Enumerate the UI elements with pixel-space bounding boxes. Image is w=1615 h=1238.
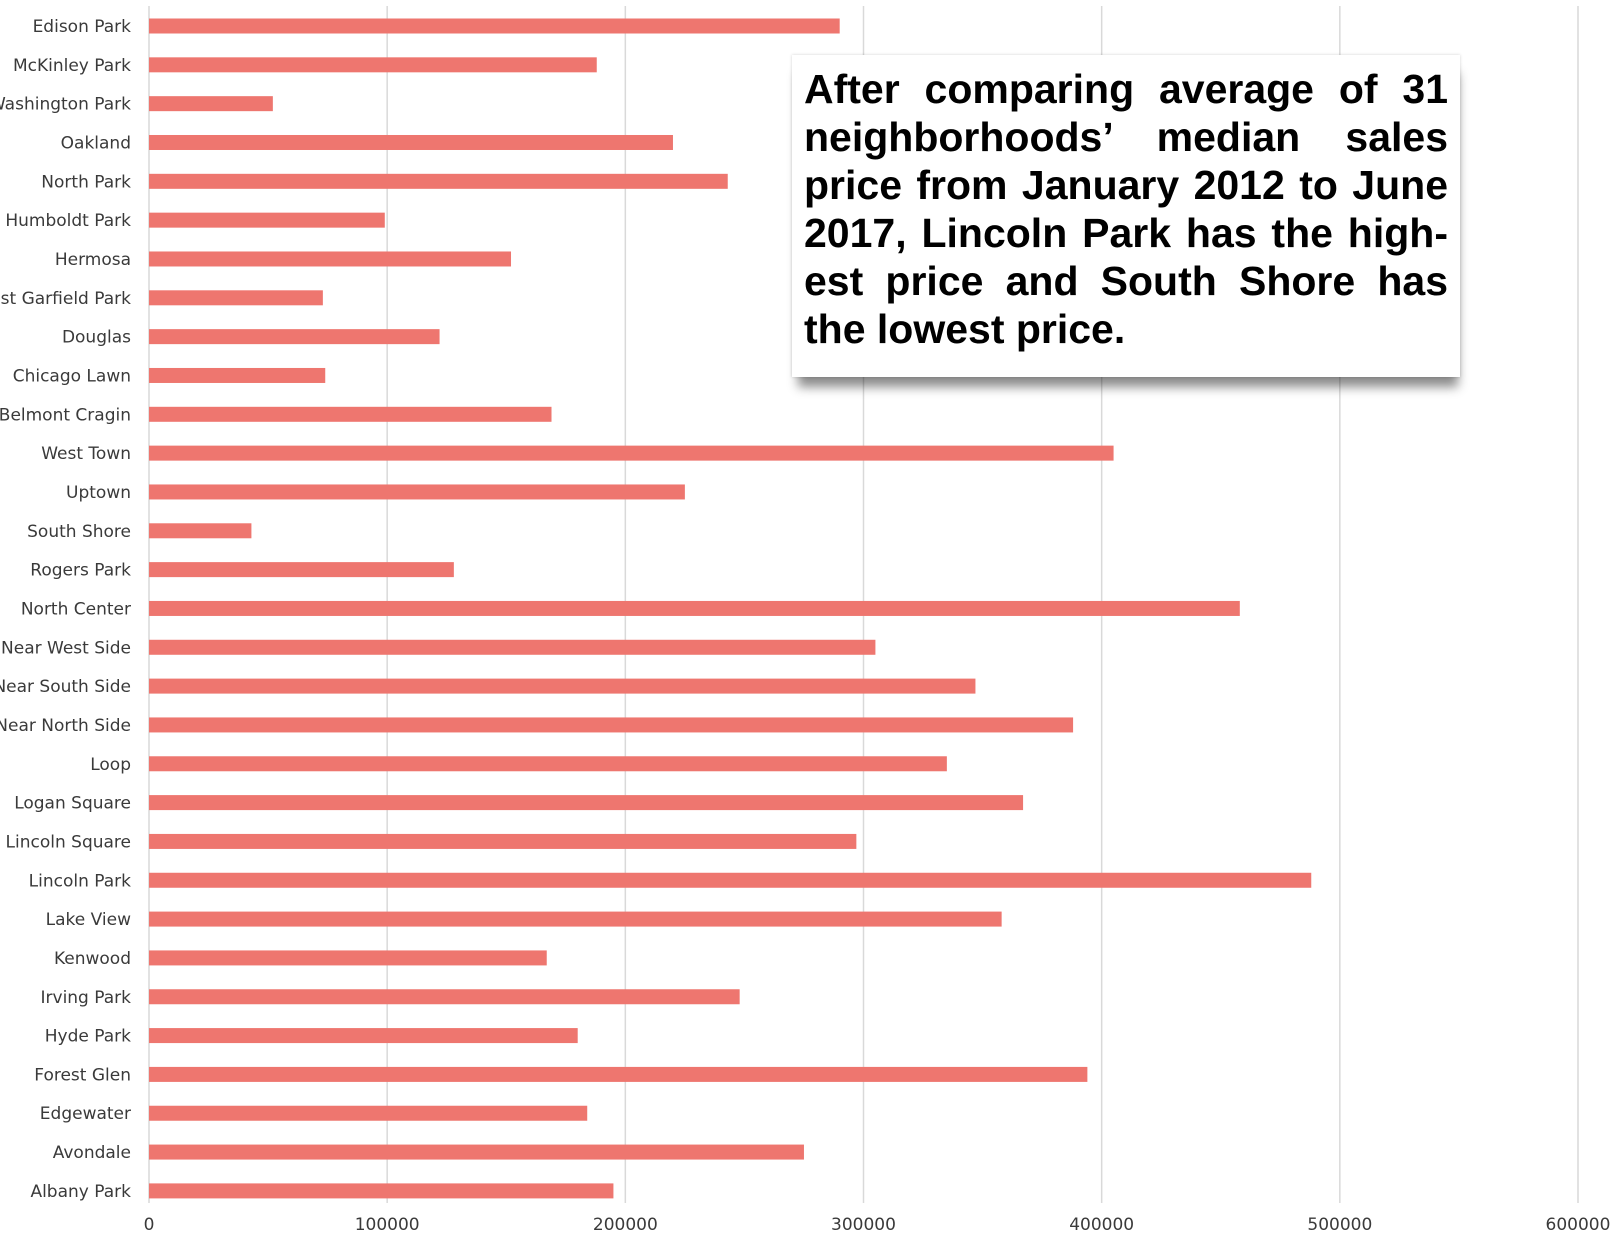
- category-label: Near North Side: [0, 716, 131, 736]
- category-label: Loop: [90, 755, 131, 775]
- annotation-text: After comparing average of 31 neighborho…: [804, 66, 1448, 352]
- x-tick-label: 200000: [593, 1215, 658, 1235]
- bar: [149, 96, 273, 111]
- category-label: Near South Side: [0, 677, 131, 697]
- category-label: Humboldt Park: [5, 211, 131, 231]
- category-label: Uptown: [66, 483, 131, 503]
- bar: [149, 290, 323, 305]
- bar: [149, 329, 440, 344]
- category-label: Hyde Park: [45, 1027, 131, 1047]
- x-tick-label: 600000: [1546, 1215, 1611, 1235]
- bar: [149, 57, 597, 72]
- bar: [149, 989, 740, 1004]
- category-label: Edison Park: [33, 17, 132, 37]
- category-label: Lincoln Square: [6, 832, 131, 852]
- x-tick-label: 100000: [355, 1215, 420, 1235]
- category-label: Irving Park: [41, 988, 132, 1008]
- bar: [149, 1183, 613, 1198]
- category-label: McKinley Park: [13, 56, 131, 76]
- category-label: Avondale: [53, 1143, 131, 1163]
- annotation-callout: After comparing average of 31 neighborho…: [792, 55, 1460, 377]
- x-tick-label: 400000: [1069, 1215, 1134, 1235]
- category-label: Logan Square: [14, 794, 131, 814]
- category-label: Forest Glen: [34, 1065, 131, 1085]
- category-label: Washington Park: [0, 95, 131, 115]
- bar: [149, 135, 673, 150]
- category-label: Edgewater: [40, 1104, 131, 1124]
- bar: [149, 251, 511, 266]
- bar: [149, 562, 454, 577]
- category-label: Oakland: [61, 133, 131, 153]
- bar: [149, 213, 385, 228]
- bar: [149, 407, 552, 422]
- category-labels: Edison Park McKinley Park Washington Park O…: [0, 17, 131, 1202]
- category-label: Kenwood: [54, 949, 131, 969]
- bar: [149, 1145, 804, 1160]
- category-label: Chicago Lawn: [13, 366, 131, 386]
- bar: [149, 834, 856, 849]
- bar: [149, 640, 875, 655]
- category-label: East Garfield Park: [0, 289, 131, 309]
- category-label: Near West Side: [1, 638, 131, 658]
- category-label: Lincoln Park: [29, 871, 132, 891]
- x-tick-label: 0: [144, 1215, 155, 1235]
- bar: [149, 484, 685, 499]
- category-label: Albany Park: [30, 1182, 131, 1202]
- bar: [149, 446, 1114, 461]
- bar: [149, 368, 325, 383]
- x-tick-label: 300000: [831, 1215, 896, 1235]
- category-label: Lake View: [46, 910, 131, 930]
- bar: [149, 756, 947, 771]
- category-label: South Shore: [27, 522, 131, 542]
- bar: [149, 679, 975, 694]
- bar: [149, 19, 840, 34]
- bar: [149, 950, 547, 965]
- bar: [149, 873, 1311, 888]
- category-label: Belmont Cragin: [0, 405, 131, 425]
- bar: [149, 601, 1240, 616]
- bar: [149, 912, 1002, 927]
- category-label: West Town: [41, 444, 131, 464]
- bar: [149, 174, 728, 189]
- bar: [149, 1106, 587, 1121]
- category-label: Rogers Park: [30, 561, 131, 581]
- bar: [149, 1067, 1087, 1082]
- bar: [149, 1028, 578, 1043]
- bar: [149, 523, 251, 538]
- bar: [149, 795, 1023, 810]
- category-label: North Park: [41, 172, 131, 192]
- category-label: Hermosa: [55, 250, 131, 270]
- x-axis-tick-labels: 0 100000 200000 300000 400000 500000 600000: [144, 1215, 1611, 1235]
- bar: [149, 717, 1073, 732]
- category-label: North Center: [21, 599, 131, 619]
- x-tick-label: 500000: [1307, 1215, 1372, 1235]
- category-label: Douglas: [62, 328, 131, 348]
